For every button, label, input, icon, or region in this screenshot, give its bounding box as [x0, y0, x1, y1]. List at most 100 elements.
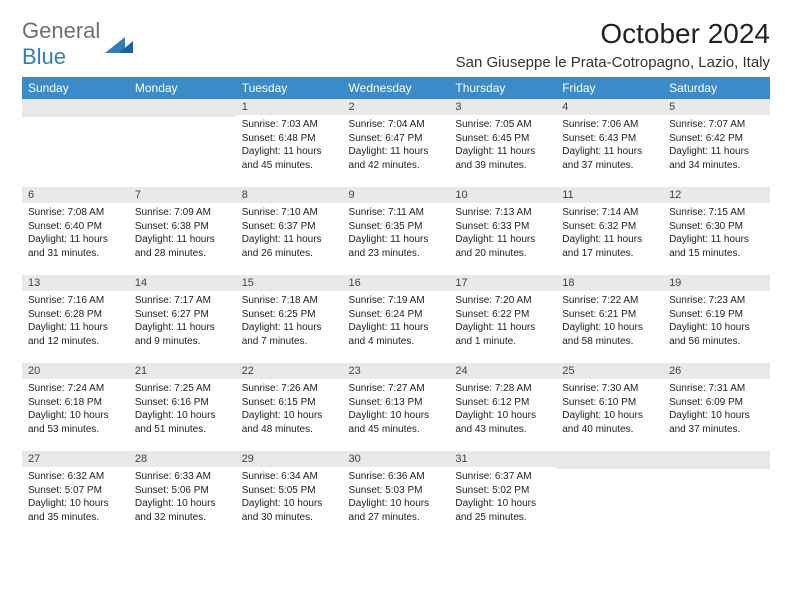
sunset-text: Sunset: 6:16 PM — [135, 396, 230, 410]
sunrise-text: Sunrise: 7:15 AM — [669, 206, 764, 220]
sunset-text: Sunset: 6:21 PM — [562, 308, 657, 322]
calendar-day-cell: 12Sunrise: 7:15 AMSunset: 6:30 PMDayligh… — [663, 187, 770, 275]
calendar-day-cell: 6Sunrise: 7:08 AMSunset: 6:40 PMDaylight… — [22, 187, 129, 275]
daylight-text: Daylight: 11 hours and 28 minutes. — [135, 233, 230, 260]
day-number: 29 — [236, 451, 343, 467]
day-number: 20 — [22, 363, 129, 379]
day-details: Sunrise: 6:33 AMSunset: 5:06 PMDaylight:… — [129, 467, 236, 530]
location-subtitle: San Giuseppe le Prata-Cotropagno, Lazio,… — [456, 54, 770, 71]
calendar-day-cell: 7Sunrise: 7:09 AMSunset: 6:38 PMDaylight… — [129, 187, 236, 275]
sunset-text: Sunset: 5:05 PM — [242, 484, 337, 498]
daylight-text: Daylight: 11 hours and 42 minutes. — [349, 145, 444, 172]
weekday-header: Thursday — [449, 77, 556, 99]
calendar-day-cell: 26Sunrise: 7:31 AMSunset: 6:09 PMDayligh… — [663, 363, 770, 451]
day-number — [22, 99, 129, 117]
daylight-text: Daylight: 11 hours and 1 minute. — [455, 321, 550, 348]
day-details: Sunrise: 7:11 AMSunset: 6:35 PMDaylight:… — [343, 203, 450, 266]
day-details: Sunrise: 7:05 AMSunset: 6:45 PMDaylight:… — [449, 115, 556, 178]
sunset-text: Sunset: 6:25 PM — [242, 308, 337, 322]
day-details: Sunrise: 7:16 AMSunset: 6:28 PMDaylight:… — [22, 291, 129, 354]
day-number: 13 — [22, 275, 129, 291]
day-details: Sunrise: 7:23 AMSunset: 6:19 PMDaylight:… — [663, 291, 770, 354]
day-details: Sunrise: 7:25 AMSunset: 6:16 PMDaylight:… — [129, 379, 236, 442]
daylight-text: Daylight: 10 hours and 48 minutes. — [242, 409, 337, 436]
day-number: 24 — [449, 363, 556, 379]
day-number: 23 — [343, 363, 450, 379]
daylight-text: Daylight: 10 hours and 45 minutes. — [349, 409, 444, 436]
daylight-text: Daylight: 11 hours and 7 minutes. — [242, 321, 337, 348]
sunset-text: Sunset: 6:47 PM — [349, 132, 444, 146]
day-number: 9 — [343, 187, 450, 203]
sunset-text: Sunset: 6:22 PM — [455, 308, 550, 322]
day-details: Sunrise: 7:26 AMSunset: 6:15 PMDaylight:… — [236, 379, 343, 442]
calendar-day-cell: 14Sunrise: 7:17 AMSunset: 6:27 PMDayligh… — [129, 275, 236, 363]
calendar-week-row: 27Sunrise: 6:32 AMSunset: 5:07 PMDayligh… — [22, 451, 770, 539]
sunset-text: Sunset: 6:18 PM — [28, 396, 123, 410]
daylight-text: Daylight: 11 hours and 17 minutes. — [562, 233, 657, 260]
sunset-text: Sunset: 5:03 PM — [349, 484, 444, 498]
calendar-day-cell: 4Sunrise: 7:06 AMSunset: 6:43 PMDaylight… — [556, 99, 663, 187]
day-number — [129, 99, 236, 117]
sunset-text: Sunset: 5:07 PM — [28, 484, 123, 498]
sunset-text: Sunset: 6:28 PM — [28, 308, 123, 322]
day-number: 30 — [343, 451, 450, 467]
calendar-day-cell: 21Sunrise: 7:25 AMSunset: 6:16 PMDayligh… — [129, 363, 236, 451]
sunset-text: Sunset: 6:19 PM — [669, 308, 764, 322]
sunrise-text: Sunrise: 7:10 AM — [242, 206, 337, 220]
title-block: October 2024 San Giuseppe le Prata-Cotro… — [456, 18, 770, 71]
daylight-text: Daylight: 10 hours and 51 minutes. — [135, 409, 230, 436]
day-number: 18 — [556, 275, 663, 291]
day-number: 11 — [556, 187, 663, 203]
daylight-text: Daylight: 10 hours and 32 minutes. — [135, 497, 230, 524]
daylight-text: Daylight: 10 hours and 53 minutes. — [28, 409, 123, 436]
day-details: Sunrise: 7:07 AMSunset: 6:42 PMDaylight:… — [663, 115, 770, 178]
day-number: 17 — [449, 275, 556, 291]
calendar-day-cell: 18 Sunrise: 7:22 AMSunset: 6:21 PMDayligh… — [556, 275, 663, 363]
calendar-day-cell: 16Sunrise: 7:19 AMSunset: 6:24 PMDayligh… — [343, 275, 450, 363]
sunrise-text: Sunrise: 7:13 AM — [455, 206, 550, 220]
day-details: Sunrise: 7:13 AMSunset: 6:33 PMDaylight:… — [449, 203, 556, 266]
daylight-text: Daylight: 11 hours and 12 minutes. — [28, 321, 123, 348]
daylight-text: Daylight: 11 hours and 37 minutes. — [562, 145, 657, 172]
day-number: 3 — [449, 99, 556, 115]
sunset-text: Sunset: 5:02 PM — [455, 484, 550, 498]
calendar-day-cell: 29Sunrise: 6:34 AMSunset: 5:05 PMDayligh… — [236, 451, 343, 539]
daylight-text: Daylight: 10 hours and 37 minutes. — [669, 409, 764, 436]
calendar-day-cell: 15Sunrise: 7:18 AMSunset: 6:25 PMDayligh… — [236, 275, 343, 363]
day-number: 10 — [449, 187, 556, 203]
sunset-text: Sunset: 6:30 PM — [669, 220, 764, 234]
weekday-header: Friday — [556, 77, 663, 99]
sunrise-text: Sunrise: 7:26 AM — [242, 382, 337, 396]
day-number — [556, 451, 663, 469]
day-number: 27 — [22, 451, 129, 467]
header: General Blue October 2024 San Giuseppe l… — [22, 18, 770, 71]
daylight-text: Daylight: 11 hours and 26 minutes. — [242, 233, 337, 260]
sunset-text: Sunset: 6:27 PM — [135, 308, 230, 322]
day-number: 1 — [236, 99, 343, 115]
weekday-header: Monday — [129, 77, 236, 99]
sunset-text: Sunset: 6:37 PM — [242, 220, 337, 234]
sunrise-text: Sunrise: 7:23 AM — [669, 294, 764, 308]
sunrise-text: Sunrise: 6:36 AM — [349, 470, 444, 484]
calendar-table: Sunday Monday Tuesday Wednesday Thursday… — [22, 77, 770, 539]
sunset-text: Sunset: 6:40 PM — [28, 220, 123, 234]
day-details: Sunrise: 7:10 AMSunset: 6:37 PMDaylight:… — [236, 203, 343, 266]
calendar-day-cell: 25Sunrise: 7:30 AMSunset: 6:10 PMDayligh… — [556, 363, 663, 451]
calendar-day-cell: 9Sunrise: 7:11 AMSunset: 6:35 PMDaylight… — [343, 187, 450, 275]
calendar-day-cell: 5Sunrise: 7:07 AMSunset: 6:42 PMDaylight… — [663, 99, 770, 187]
day-details: Sunrise: 7:14 AMSunset: 6:32 PMDaylight:… — [556, 203, 663, 266]
sunrise-text: Sunrise: 7:03 AM — [242, 118, 337, 132]
sunset-text: Sunset: 6:24 PM — [349, 308, 444, 322]
calendar-day-cell: 19Sunrise: 7:23 AMSunset: 6:19 PMDayligh… — [663, 275, 770, 363]
sunrise-text: Sunrise: 7:22 AM — [562, 294, 657, 308]
calendar-day-cell: 8Sunrise: 7:10 AMSunset: 6:37 PMDaylight… — [236, 187, 343, 275]
day-details: Sunrise: 7:19 AMSunset: 6:24 PMDaylight:… — [343, 291, 450, 354]
month-title: October 2024 — [456, 18, 770, 50]
day-details: Sunrise: 6:37 AMSunset: 5:02 PMDaylight:… — [449, 467, 556, 530]
day-number: 6 — [22, 187, 129, 203]
day-number: 7 — [129, 187, 236, 203]
daylight-text: Daylight: 10 hours and 56 minutes. — [669, 321, 764, 348]
daylight-text: Daylight: 10 hours and 58 minutes. — [562, 321, 657, 348]
calendar-day-cell: 24Sunrise: 7:28 AMSunset: 6:12 PMDayligh… — [449, 363, 556, 451]
daylight-text: Daylight: 11 hours and 34 minutes. — [669, 145, 764, 172]
